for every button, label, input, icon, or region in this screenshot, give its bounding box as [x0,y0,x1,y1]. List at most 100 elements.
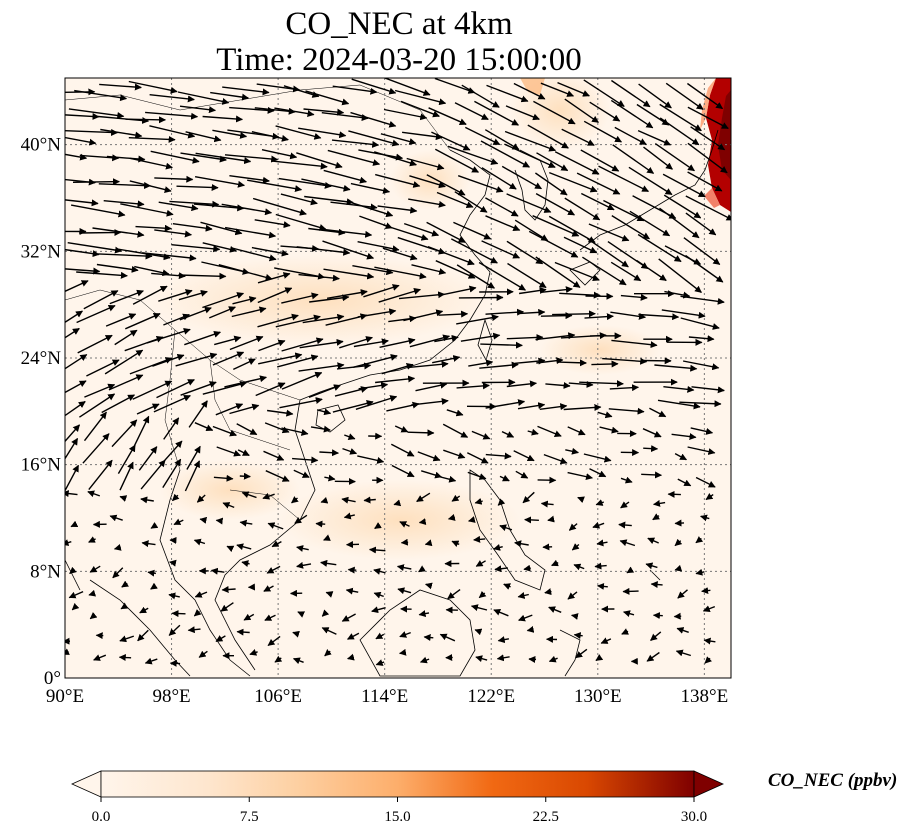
wind-vector-arrow [76,271,128,279]
wind-vector-arrow [119,495,128,502]
wind-vector-arrow [408,198,446,208]
colorbar: 0.0 7.5 15.0 22.5 30.0 [71,770,724,825]
lat-tick-label: 24°N [21,348,62,369]
wind-vector-arrow [118,654,132,662]
wind-vector-arrow [610,311,646,320]
wind-vector-arrow [237,449,250,457]
wind-vector-arrow [548,215,596,244]
wind-vector-arrow [579,380,624,388]
wind-vector-arrow [478,261,527,291]
wind-vector-arrow [674,452,688,461]
wind-vector-arrow [564,98,599,123]
wind-vector-arrow [178,272,227,280]
wind-vector-arrow [705,493,714,501]
wind-vector-arrow [394,89,447,106]
wind-vector-arrow [428,107,467,125]
wind-vector-arrow [344,433,356,440]
wind-vector-arrow [274,107,315,118]
wind-vector-arrow [92,227,145,238]
wind-vector-arrow [662,173,706,198]
wind-vector-arrow [229,106,275,114]
wind-vector-arrow [450,238,498,264]
wind-vector-arrow [111,419,138,448]
wind-vector-arrow [215,635,226,643]
wind-vector-arrow [434,78,476,94]
wind-vector-arrow [647,537,659,545]
wind-vector-arrow [645,562,658,570]
wind-vector-arrow [231,306,267,318]
wind-vector-arrow [589,101,621,122]
wind-vector-arrow [637,129,672,146]
wind-vector-arrow [575,648,588,659]
wind-vector-arrow [216,446,241,457]
wind-vector-arrow [391,464,415,478]
wind-vector-arrow [559,291,601,299]
wind-vector-arrow [663,385,695,393]
wind-vector-arrow [316,408,332,416]
wind-vector-arrow [160,440,183,465]
wind-vector-arrow [654,143,695,172]
wind-vectors [65,78,731,667]
wind-vector-arrow [119,461,134,491]
wind-vector-arrow [514,219,549,242]
wind-vector-arrow [87,490,101,498]
wind-vector-arrow [439,633,456,642]
wind-vector-arrow [451,494,461,502]
wind-vector-arrow [396,564,412,572]
wind-vector-arrow [442,423,469,438]
wind-vector-arrow [200,221,243,236]
wind-vector-arrow [65,310,83,324]
wind-vector-arrow [257,287,293,304]
wind-vector-arrow [150,150,200,164]
wind-vector-arrow [543,453,568,465]
wind-vector-arrow [417,451,441,462]
wind-vector-arrow [371,606,386,614]
wind-vector-arrow [513,450,535,462]
wind-vector-arrow [65,153,88,161]
wind-vector-arrow [515,470,529,479]
wind-vector-arrow [381,362,414,375]
wind-vector-arrow [369,546,386,554]
wind-vector-arrow [194,176,245,188]
wind-vector-arrow [298,362,345,372]
wind-vector-arrow [79,228,122,236]
wind-vector-arrow [425,582,433,590]
wind-vector-arrow [667,490,681,498]
wind-vector-arrow [252,197,307,216]
wind-vector-arrow [177,91,230,105]
wind-vector-arrow [431,131,471,151]
wind-vector-arrow [321,627,337,635]
wind-vector-arrow [319,449,339,457]
wind-vector-arrow [247,179,303,193]
wind-vector-arrow [136,403,160,415]
wind-vector-arrow [76,304,116,324]
wind-vector-arrow [583,79,625,107]
wind-vector-arrow [65,280,89,293]
wind-vector-arrow [677,589,688,599]
wind-vector-arrow [117,444,136,474]
wind-vector-arrow [106,155,146,163]
wind-vector-arrow [674,538,683,547]
wind-vector-arrow [88,589,97,597]
wind-vector-arrow [168,624,181,636]
wind-vector-arrow [210,567,225,575]
map-title-line2: Time: 2024-03-20 15:00:00 [216,42,582,78]
wind-vector-arrow [513,82,546,100]
wind-vector-arrow [135,224,172,232]
wind-vector-arrow [89,612,98,620]
wind-vector-arrow [541,286,573,294]
wind-vector-arrow [411,397,449,406]
wind-vector-arrow [464,126,501,146]
wind-vector-arrow [70,204,126,218]
wind-vector-arrow [334,386,368,397]
wind-vector-arrow [323,268,375,280]
wind-vector-arrow [153,394,191,413]
wind-vector-arrow [532,215,580,237]
wind-vector-arrow [275,125,322,140]
wind-vector-arrow [251,246,289,257]
wind-vector-arrow [355,395,398,410]
wind-vector-arrow [142,252,197,262]
wind-vector-arrow [186,445,201,470]
wind-vector-arrow [493,543,503,551]
wind-vector-arrow [261,149,298,160]
